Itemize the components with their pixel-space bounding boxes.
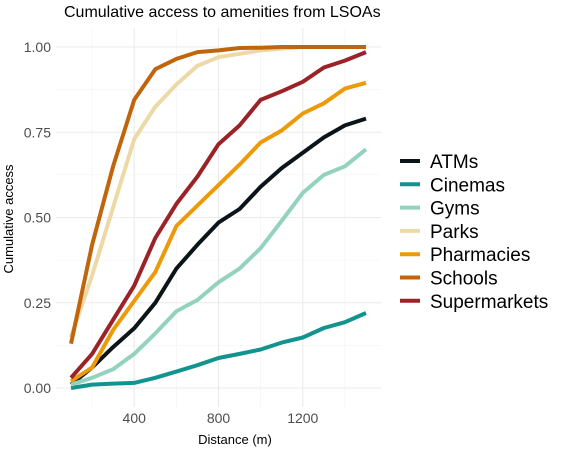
series-line-cinemas: [70, 311, 367, 390]
legend-label-cinemas: Cinemas: [430, 175, 505, 196]
series-line-pharmacies: [69, 80, 367, 383]
y-tick-label: 0.75: [24, 124, 51, 140]
x-axis-title: Distance (m): [198, 432, 272, 447]
x-tick-label: 400: [123, 410, 147, 426]
legend-label-schools: Schools: [430, 269, 498, 290]
series-line-atms: [69, 116, 367, 387]
x-tick-label: 1200: [287, 410, 318, 426]
series-lines: [69, 45, 368, 390]
y-tick-labels: 0.00 0.25 0.50 0.75 1.00: [24, 39, 51, 396]
grid-layer: [56, 28, 381, 407]
series-line-supermarkets: [69, 50, 367, 380]
series-line-gyms: [70, 147, 368, 387]
chart-title: Cumulative access to amenities from LSOA…: [64, 4, 381, 21]
x-tick-label: 800: [207, 410, 231, 426]
legend-label-parks: Parks: [430, 222, 479, 243]
y-tick-label: 0.50: [24, 210, 51, 226]
legend-label-gyms: Gyms: [430, 199, 480, 220]
series-line-schools: [69, 45, 366, 345]
y-axis-title: Cumulative access: [1, 164, 16, 274]
y-tick-label: 1.00: [24, 39, 51, 55]
x-tick-labels: 400 800 1200: [123, 410, 319, 426]
y-tick-label: 0.25: [24, 295, 51, 311]
y-tick-label: 0.00: [24, 380, 51, 396]
legend-label-atms: ATMs: [430, 152, 478, 173]
legend-label-supermarkets: Supermarkets: [430, 292, 548, 313]
legend-label-pharmacies: Pharmacies: [430, 245, 530, 266]
